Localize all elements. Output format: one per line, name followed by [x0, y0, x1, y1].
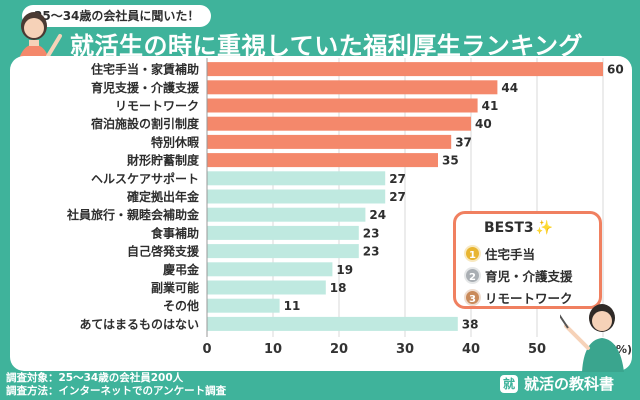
- x-tick-label: 40: [462, 342, 480, 357]
- bar: [207, 225, 359, 240]
- value-label: 41: [482, 99, 499, 113]
- category-label: 確定拠出年金: [127, 189, 200, 204]
- value-label: 44: [501, 81, 518, 95]
- x-tick-label: 50: [528, 342, 546, 357]
- bar: [207, 244, 359, 259]
- value-label: 19: [336, 263, 353, 277]
- category-label: 慶弔金: [163, 262, 200, 277]
- value-label: 40: [475, 117, 492, 131]
- best3-box: BEST3 ✨ 1 住宅手当 2 育児・介護支援 3 リモートワーク: [453, 211, 602, 309]
- value-label: 37: [455, 135, 472, 149]
- bar: [207, 134, 452, 149]
- best3-title: BEST3 ✨: [484, 220, 553, 236]
- value-label: 18: [330, 281, 347, 295]
- category-label: ヘルスケアサポート: [91, 171, 199, 186]
- category-label: 宿泊施設の割引制度: [91, 116, 200, 131]
- survey-tag: 25～34歳の会社員に聞いた！: [22, 5, 212, 27]
- brand-logo-icon: 就: [500, 374, 518, 393]
- value-label: 24: [369, 208, 386, 222]
- survey-notes: 調査対象：25～34歳の会社員200人 調査方法：インターネットでのアンケート調…: [6, 372, 226, 398]
- category-label: 食事補助: [150, 225, 199, 240]
- x-tick-label: 20: [330, 342, 348, 357]
- bar: [207, 207, 366, 222]
- best3-item-label: 育児・介護支援: [485, 269, 573, 284]
- value-label: 23: [363, 245, 380, 259]
- value-label: 38: [462, 317, 479, 331]
- bar: [207, 280, 326, 295]
- category-label: 特別休暇: [151, 134, 199, 149]
- bar: [207, 80, 498, 95]
- best3-item-label: 住宅手当: [485, 247, 536, 262]
- category-label: リモートワーク: [115, 99, 199, 113]
- bar: [207, 171, 386, 186]
- bar: [207, 116, 471, 131]
- best3-item-2: 2 育児・介護支援: [464, 266, 573, 285]
- value-label: 35: [442, 154, 459, 168]
- bronze-medal-icon: 3: [464, 289, 481, 306]
- value-label: 11: [284, 299, 301, 313]
- value-label: 27: [389, 172, 406, 186]
- category-label: 自己啓発支援: [127, 244, 200, 259]
- bar: [207, 316, 458, 331]
- bar: [207, 153, 438, 168]
- survey-subject: 調査対象：25～34歳の会社員200人: [6, 372, 184, 384]
- sparkle-icon: ✨: [535, 220, 554, 236]
- brand-name: 就活の教科書: [524, 375, 615, 393]
- brand: 就 就活の教科書: [500, 373, 614, 394]
- survey-method: 調査方法：インターネットでのアンケート調査: [6, 385, 227, 397]
- category-label: 社員旅行・親睦会補助金: [66, 207, 200, 222]
- category-label: 住宅手当・家賃補助: [91, 62, 199, 77]
- category-label: あてはまるものはない: [79, 317, 199, 331]
- bar: [207, 298, 280, 313]
- category-label: 副業可能: [151, 280, 199, 295]
- value-label: 23: [363, 226, 380, 240]
- category-label: その他: [163, 298, 199, 313]
- x-tick-label: 0: [202, 342, 211, 357]
- best3-item-1: 1 住宅手当: [464, 244, 535, 263]
- silver-medal-icon: 2: [464, 267, 481, 284]
- category-label: 財形貯蓄制度: [126, 153, 200, 168]
- value-label: 27: [389, 190, 406, 204]
- bar: [207, 262, 333, 277]
- best3-item-3: 3 リモートワーク: [464, 288, 573, 307]
- value-label: 60: [607, 63, 624, 77]
- best3-item-label: リモートワーク: [485, 291, 573, 306]
- x-tick-label: 10: [264, 342, 282, 357]
- best3-title-text: BEST3: [484, 220, 534, 236]
- x-tick-label: 30: [396, 342, 414, 357]
- category-label: 育児支援・介護支援: [91, 80, 200, 95]
- bar: [207, 98, 478, 113]
- gold-medal-icon: 1: [464, 245, 481, 262]
- bar: [207, 62, 603, 77]
- bar: [207, 189, 386, 204]
- page-title: 就活生の時に重視していた福利厚生ランキング: [70, 32, 584, 60]
- presenter-illustration: [560, 304, 624, 372]
